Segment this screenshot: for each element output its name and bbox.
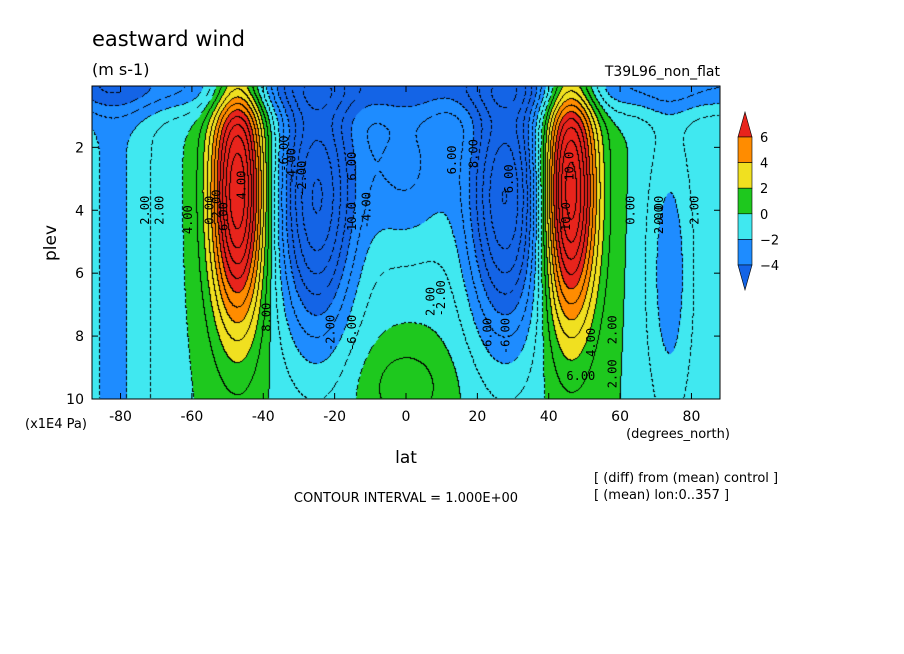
contour-label: 0.00 <box>652 196 666 225</box>
contour-label: 2.00 <box>652 205 666 234</box>
colorbar: 6 4 2 0 −2 −4 <box>737 110 779 292</box>
shaded-field <box>92 86 720 399</box>
colorbar-label: 4 <box>760 157 768 172</box>
contour-label: 2.00 <box>209 190 223 219</box>
contour-label: -4.00 <box>284 148 298 184</box>
contour-label: 2.00 <box>606 359 620 388</box>
note-mean: [ (mean) lon:0..357 ] <box>594 488 729 503</box>
x-tick-label: -80 <box>109 409 132 425</box>
contour-label: 6.00 <box>217 202 231 231</box>
colorbar-segment <box>737 213 753 240</box>
x-tick-label: -20 <box>323 409 346 425</box>
contour-label: 2.00 <box>688 196 702 225</box>
colorbar-cap-top <box>737 110 753 138</box>
chart-units: (m s-1) <box>92 60 149 79</box>
contour-label: 2.00 <box>424 287 438 316</box>
contour-label: -2.00 <box>324 315 338 351</box>
contour-label: 8.00 <box>259 303 273 332</box>
contour-labels: 6.004.002.000.00-2.00-4.00-6.008.0010.06… <box>138 136 702 389</box>
x-tick-label: 0 <box>402 409 411 425</box>
x-tick-label: -40 <box>252 409 275 425</box>
contour-label: 4.00 <box>234 171 248 200</box>
contour-label: -6.00 <box>498 318 512 354</box>
x-axis-label: lat <box>395 448 417 468</box>
y-tick-label: 8 <box>75 329 84 345</box>
x-tick-label: 60 <box>611 409 629 425</box>
colorbar-label: 2 <box>760 182 768 197</box>
colorbar-label: −4 <box>760 259 779 274</box>
contour-interval: CONTOUR INTERVAL = 1.000E+00 <box>294 491 518 506</box>
contour-label: 0.00 <box>202 196 216 225</box>
colorbar-segment <box>737 136 753 163</box>
y-tick-label: 4 <box>75 203 84 219</box>
y-tick-label: 6 <box>75 266 84 282</box>
contour-label: 0.00 <box>623 196 637 225</box>
contour-label: 4.00 <box>584 328 598 357</box>
contour-label: -2.00 <box>295 161 309 197</box>
contour-label: 10.0 <box>559 202 573 231</box>
colorbar-label: −2 <box>760 233 779 248</box>
x-tick-label: 40 <box>540 409 558 425</box>
colorbar-cap-bottom <box>737 264 753 292</box>
contour-label: 2.00 <box>138 196 152 225</box>
x-tick-label: -60 <box>180 409 203 425</box>
contour-label: -4.00 <box>359 192 373 228</box>
contour-label: 10.0 <box>563 152 577 181</box>
chart-title: eastward wind <box>92 27 245 51</box>
contour-label: 2.00 <box>152 196 166 225</box>
y-axis-units: (x1E4 Pa) <box>25 417 87 432</box>
contour-label: -6.00 <box>345 315 359 351</box>
colorbar-label: 6 <box>760 131 768 146</box>
y-tick-label: 2 <box>75 140 84 156</box>
contour-label: 2.00 <box>606 315 620 344</box>
x-axis: -80 -60 -40 -20 0 20 40 60 80 <box>109 86 700 425</box>
contour-label: 6.00 <box>345 152 359 181</box>
plot-area: 6.004.002.000.00-2.00-4.00-6.008.0010.06… <box>92 86 720 399</box>
contour-label: 6.00 <box>502 164 516 193</box>
note-diff: [ (diff) from (mean) control ] <box>594 471 778 486</box>
contour-label: 8.00 <box>466 139 480 168</box>
run-label: T39L96_non_flat <box>604 64 721 80</box>
x-tick-label: 20 <box>468 409 486 425</box>
contour-label: 4.00 <box>181 205 195 234</box>
y-axis-label: plev <box>41 225 61 261</box>
contour-label: 6.00 <box>566 369 595 383</box>
y-tick-label: 10 <box>66 392 84 408</box>
x-tick-label: 80 <box>683 409 701 425</box>
colorbar-segment <box>737 239 753 266</box>
contour-label: 6.00 <box>445 145 459 174</box>
colorbar-segment <box>737 162 753 189</box>
y-axis: 2 4 6 8 10 <box>66 140 720 408</box>
contour-label: -6.00 <box>277 136 291 172</box>
x-axis-units: (degrees_north) <box>626 427 730 442</box>
contour-label: 10.0 <box>345 202 359 231</box>
colorbar-label: 0 <box>760 208 768 223</box>
contour-label: -2.00 <box>434 280 448 316</box>
contour-label: -6.00 <box>481 318 495 354</box>
colorbar-segment <box>737 187 753 215</box>
